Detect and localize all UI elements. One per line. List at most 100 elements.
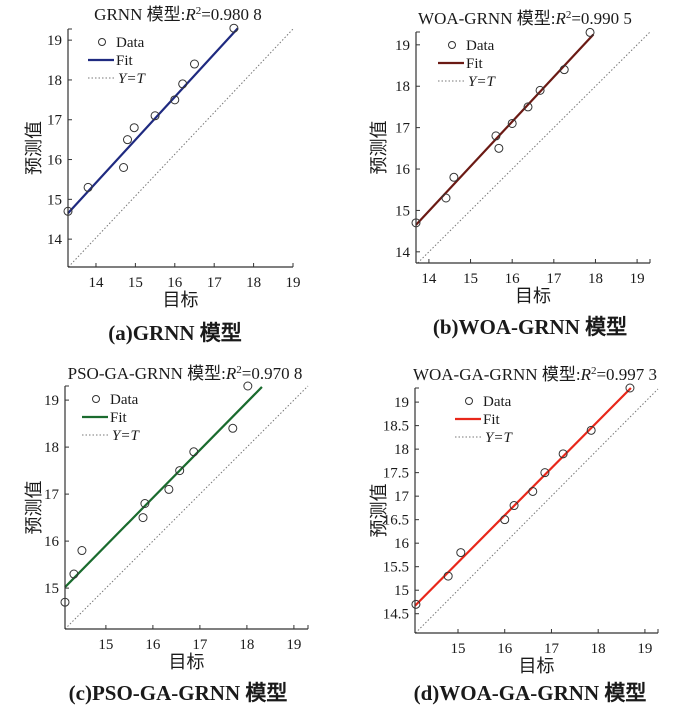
legend-data-marker: [98, 38, 106, 46]
title-value: =0.980 8: [201, 5, 262, 24]
subplot-caption: (c)PSO-GA-GRNN 模型: [69, 681, 288, 705]
y-tick-label: 16: [47, 153, 63, 169]
data-point: [523, 102, 533, 112]
y-tick-label: 19: [395, 38, 410, 54]
legend-fit-label: Fit: [110, 410, 128, 426]
data-point: [69, 569, 79, 579]
x-tick-label: 15: [463, 271, 478, 287]
y-tick-label: 17: [395, 121, 411, 137]
data-point: [119, 163, 129, 173]
x-tick-label: 19: [286, 637, 301, 653]
data-point: [150, 111, 160, 121]
data-point: [411, 599, 421, 609]
identity-line: [415, 388, 659, 634]
x-tick-label: 15: [450, 641, 465, 657]
fit-line: [415, 33, 595, 226]
subplot-a: GRNN 模型:R2=0.980 8 14 15 16 17 18 19 14 15 16 17 18…: [24, 5, 301, 345]
y-tick-label: 18.5: [383, 419, 409, 435]
y-tick-label: 15: [395, 203, 410, 219]
y-tick-label: 17.5: [383, 466, 409, 482]
x-tick-label: 17: [546, 271, 562, 287]
y-tick-label: 17: [394, 489, 410, 505]
legend-identity-label: Y=T: [468, 74, 496, 90]
legend-data-label: Data: [466, 38, 495, 54]
y-tick-label: 19: [47, 33, 62, 49]
x-tick-label: 17: [544, 641, 560, 657]
legend-fit-label: Fit: [116, 53, 134, 69]
data-point: [140, 499, 150, 509]
y-tick-label: 18: [44, 440, 59, 456]
y-tick-label: 19: [394, 395, 409, 411]
x-tick-label: 19: [637, 641, 652, 657]
title-value: =0.997 3: [596, 365, 657, 384]
data-point: [228, 423, 238, 433]
y-tick-label: 15: [394, 583, 409, 599]
fit-line: [64, 386, 263, 588]
data-point: [243, 381, 253, 391]
data-point: [586, 425, 596, 435]
x-tick-label: 14: [421, 271, 437, 287]
y-tick-label: 17: [44, 487, 60, 503]
y-tick-label: 15.5: [383, 560, 409, 576]
subplot-caption: (d)WOA-GA-GRNN 模型: [414, 681, 647, 705]
data-point: [175, 466, 185, 476]
data-point: [443, 571, 453, 581]
legend-data-label: Data: [116, 35, 145, 51]
subplot-c: PSO-GA-GRNN 模型:R2=0.970 8 15 16 17 18 19 15 16 1…: [24, 364, 309, 705]
data-point: [558, 449, 568, 459]
x-tick-label: 18: [246, 275, 261, 291]
x-tick-label: 16: [505, 271, 521, 287]
x-tick-label: 19: [630, 271, 645, 287]
y-tick-label: 19: [44, 393, 59, 409]
y-axis-label: 预测值: [369, 121, 389, 175]
title-prefix: PSO-GA-GRNN 模型:: [68, 364, 226, 383]
legend-identity-label: Y=T: [118, 71, 146, 87]
subplot-caption: (a)GRNN 模型: [108, 321, 242, 345]
data-point: [535, 85, 545, 95]
data-point: [585, 27, 595, 37]
data-point: [189, 59, 199, 69]
y-tick-label: 18: [394, 442, 409, 458]
x-tick-label: 19: [286, 275, 301, 291]
chart-title: PSO-GA-GRNN 模型:R2=0.970 8: [68, 364, 303, 383]
y-tick-label: 18: [47, 73, 62, 89]
legend-data-marker: [448, 41, 456, 49]
x-tick-label: 16: [145, 637, 161, 653]
legend: Data Fit Y=T: [455, 394, 513, 446]
data-point: [229, 23, 239, 33]
x-tick-label: 18: [239, 637, 254, 653]
identity-line: [417, 31, 651, 264]
data-point: [507, 118, 517, 128]
identity-line: [68, 28, 294, 268]
data-point: [528, 486, 538, 496]
x-axis-label: 目标: [169, 652, 205, 672]
y-tick-label: 14: [47, 232, 63, 248]
y-tick-label: 14.5: [383, 607, 409, 623]
title-r: R: [225, 364, 237, 383]
data-point: [164, 484, 174, 494]
y-tick-label: 17: [47, 113, 63, 129]
data-point: [500, 515, 510, 525]
subplot-b: WOA-GRNN 模型:R2=0.990 5 14 15 16 17 18 19 14 15 16…: [369, 9, 651, 339]
legend: Data Fit Y=T: [88, 35, 146, 87]
x-axis-label: 目标: [519, 656, 555, 676]
y-tick-label: 15: [44, 581, 59, 597]
data-point: [129, 123, 139, 133]
fit-line: [67, 27, 239, 215]
title-prefix: GRNN 模型:: [94, 5, 185, 24]
y-tick-label: 16: [44, 534, 60, 550]
data-point: [491, 131, 501, 141]
y-tick-label: 16: [394, 536, 410, 552]
data-point: [625, 383, 635, 393]
chart-title: WOA-GRNN 模型:R2=0.990 5: [418, 9, 632, 28]
legend-data-label: Data: [110, 392, 139, 408]
subplot-d: WOA-GA-GRNN 模型:R2=0.997 3 15 16 17 18 19 14.5 1…: [369, 365, 659, 705]
legend-fit-label: Fit: [466, 56, 484, 72]
y-tick-label: 18: [395, 79, 410, 95]
data-point: [559, 65, 569, 75]
legend-data-marker: [92, 395, 100, 403]
title-prefix: WOA-GRNN 模型:: [418, 9, 555, 28]
legend: Data Fit Y=T: [438, 38, 496, 90]
x-tick-label: 16: [497, 641, 513, 657]
data-point: [449, 172, 459, 182]
